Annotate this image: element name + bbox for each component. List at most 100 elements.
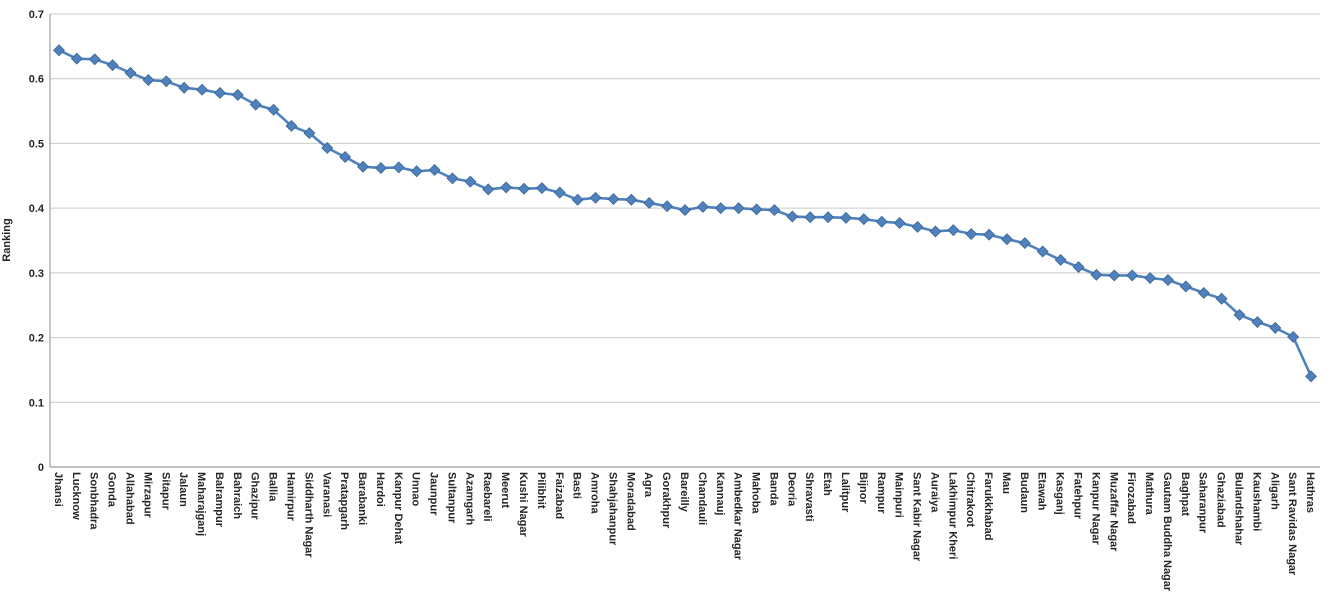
x-axis-label: Etah [821, 472, 833, 496]
x-axis-label: Sultanpur [445, 472, 457, 524]
data-point-marker [1108, 269, 1121, 282]
x-axis-label: Meerut [499, 472, 511, 508]
x-axis-label: Siddharth Nagar [302, 472, 314, 558]
data-point-marker [1144, 272, 1157, 284]
x-axis-label: Lalitpur [839, 472, 851, 513]
data-point-marker [482, 183, 495, 196]
data-point-marker [661, 200, 674, 213]
data-point-marker [625, 193, 638, 206]
data-point-marker [70, 52, 83, 65]
x-axis-label: Amroha [589, 472, 601, 514]
x-axis-label: Sant Ravidas Nagar [1286, 472, 1298, 576]
data-point-marker [392, 161, 405, 174]
data-point-marker [840, 211, 852, 224]
x-axis-label: Bijnor [857, 472, 869, 504]
data-point-marker [804, 211, 817, 224]
x-axis-label: Saharanpur [1197, 472, 1209, 534]
x-axis-label: Ghaziabad [1215, 472, 1227, 528]
data-point-marker [178, 81, 191, 94]
data-point-marker [643, 197, 656, 209]
data-point-marker [124, 66, 137, 79]
x-axis-label: Maharajganj [195, 472, 207, 536]
data-point-marker [52, 44, 65, 57]
data-point-marker [518, 182, 530, 195]
x-axis-label: Balrampur [213, 472, 225, 528]
x-axis-label: Kaushambi [1250, 472, 1262, 531]
y-axis-title: Ranking [1, 218, 13, 261]
x-axis-label: Chandauli [696, 472, 708, 525]
x-axis-label: Agra [642, 472, 654, 498]
data-point-marker [142, 74, 155, 86]
data-point-marker [535, 182, 548, 195]
x-axis-label: Hathras [1304, 472, 1316, 513]
data-point-marker [196, 83, 209, 96]
x-axis-label: Kushi Nagar [517, 472, 529, 538]
x-axis-label: Shahjahanpur [606, 472, 618, 546]
data-point-marker [875, 215, 888, 228]
x-axis-label: Bareilly [678, 472, 690, 513]
x-axis-label: Ballia [267, 472, 279, 502]
x-axis-label: Lakhimpur Kheri [946, 472, 958, 559]
data-point-marker [1090, 268, 1103, 281]
x-axis-label: Etawah [1036, 472, 1048, 511]
data-point-marker [1215, 292, 1228, 305]
data-point-marker [410, 165, 423, 178]
data-point-marker [1072, 261, 1085, 273]
data-point-marker [1001, 233, 1013, 246]
data-point-marker [267, 103, 280, 116]
data-point-marker [750, 203, 763, 216]
x-axis-label: Muzaffar Nagar [1107, 472, 1119, 552]
x-axis-label: Kanpur Dehat [392, 472, 404, 544]
data-point-marker [321, 141, 334, 154]
x-axis-label: Mahoba [750, 472, 762, 514]
y-axis-tick-label: 0.4 [29, 203, 45, 215]
x-axis-label: Gorakhpur [660, 472, 672, 529]
data-point-marker [571, 193, 584, 206]
x-axis-label: Jaunpur [428, 472, 440, 516]
data-point-marker [464, 175, 477, 188]
x-axis-label: Ghazipur [249, 472, 261, 520]
x-axis-label: Fatehpur [1072, 472, 1084, 520]
x-axis-label: Budaun [1018, 472, 1030, 513]
data-point-marker [303, 127, 316, 140]
x-axis-label: Chitrakoot [964, 472, 976, 527]
x-axis-label: Gonda [106, 472, 118, 508]
y-axis-tick-label: 0 [38, 462, 44, 474]
x-axis-label: Moradabad [624, 472, 636, 531]
data-point-marker [160, 75, 173, 88]
data-point-marker [1126, 269, 1139, 282]
y-axis-tick-label: 0.1 [29, 397, 44, 409]
data-point-marker [857, 213, 870, 226]
x-axis-label: Mathura [1143, 472, 1155, 516]
x-axis-label: Shravasti [803, 472, 815, 522]
x-axis-label: Auraiya [928, 472, 940, 513]
x-axis-label: Firozabad [1125, 472, 1137, 524]
x-axis-label: Sant Kabir Nagar [911, 472, 923, 562]
x-axis-label: Allahabad [123, 472, 135, 525]
data-point-marker [1054, 253, 1067, 266]
x-axis-label: Raebareli [481, 472, 493, 522]
x-axis-label: Sitapur [159, 472, 171, 511]
x-axis-label: Varanasi [320, 472, 332, 517]
data-point-marker [339, 151, 352, 163]
data-point-marker [1179, 280, 1192, 293]
y-axis-tick-label: 0.6 [29, 74, 44, 86]
x-axis-label: Pilibhit [535, 472, 547, 509]
y-axis-tick-label: 0.3 [29, 268, 44, 280]
x-axis-label: Sonbhadra [88, 472, 100, 530]
x-axis-label: Jalaun [177, 472, 189, 507]
x-axis-label: Faizabad [553, 472, 565, 519]
x-axis-label: Hardoi [374, 472, 386, 507]
y-axis-tick-label: 0.5 [29, 138, 44, 150]
data-point-marker [768, 204, 781, 217]
data-point-marker [249, 98, 262, 111]
x-axis-label: Gautam Buddha Nagar [1161, 472, 1173, 592]
data-point-marker [822, 211, 835, 224]
x-axis-label: Barabanki [356, 472, 368, 525]
data-point-marker [1161, 274, 1174, 286]
data-point-marker [714, 202, 727, 215]
data-point-marker [1269, 321, 1282, 334]
x-axis-label: Pratapgarh [338, 472, 350, 530]
data-point-marker [231, 88, 244, 101]
x-axis-label: Deoria [785, 472, 797, 507]
